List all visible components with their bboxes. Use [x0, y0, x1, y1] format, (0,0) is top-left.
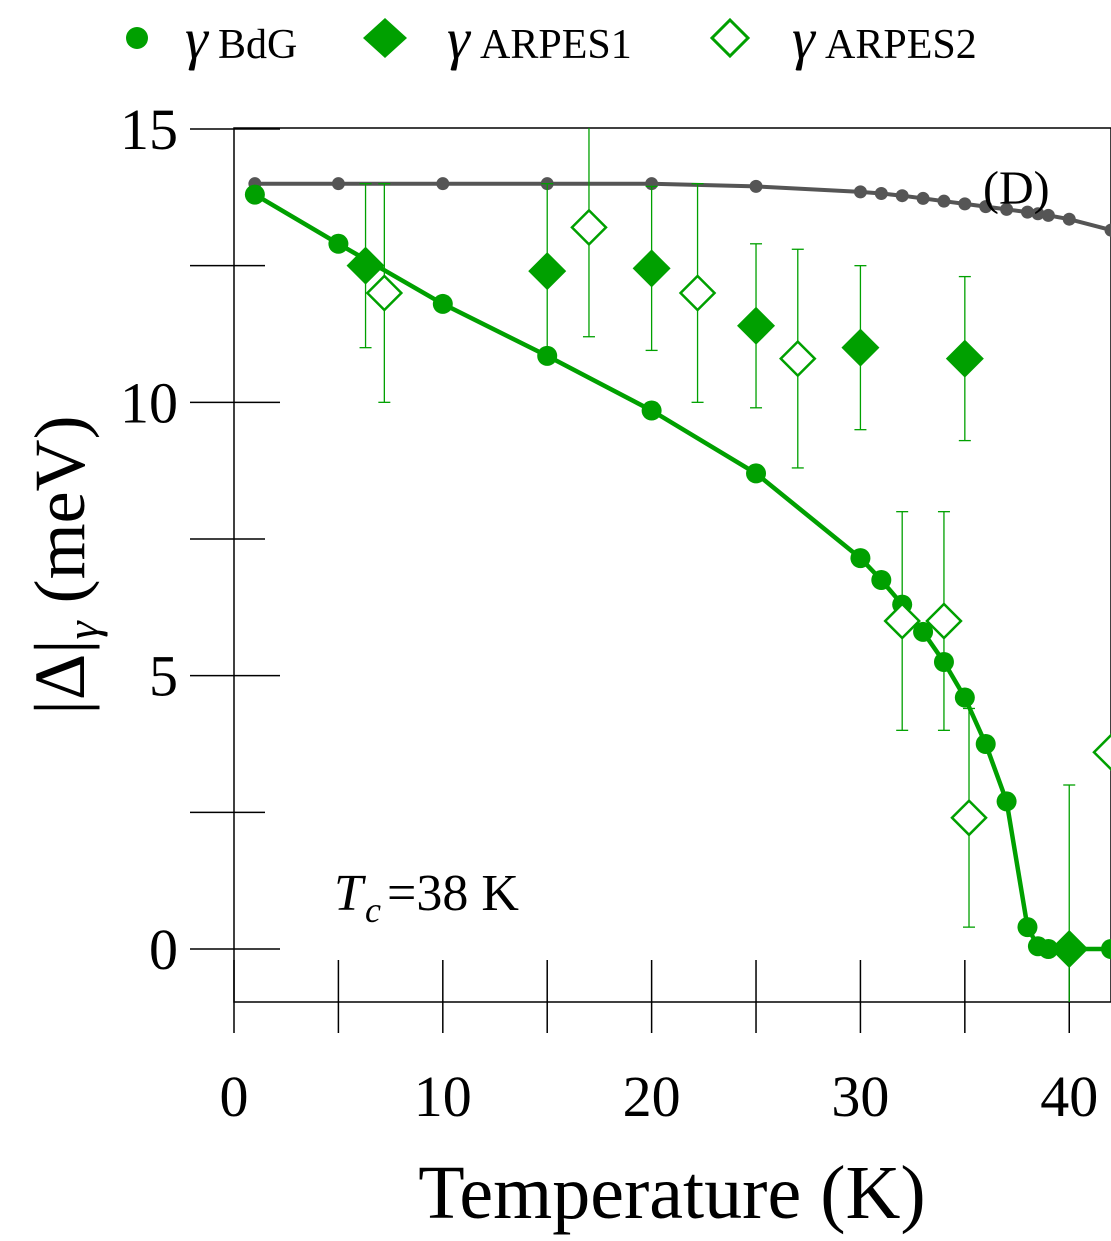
arpes2-point	[1092, 733, 1111, 771]
arpes1-point	[528, 252, 567, 291]
y-axis-label-prefix: |Δ|	[20, 639, 100, 714]
tc-annotation-prefix: T	[334, 865, 366, 922]
reference-point	[1062, 212, 1076, 226]
arpes2-point	[365, 274, 404, 312]
tc-annotation-sub: c	[365, 890, 381, 930]
legend-marker-arpes1	[363, 18, 407, 58]
y-tick-label: 0	[149, 917, 178, 982]
arpes2-point	[570, 208, 608, 247]
arpes1-point	[632, 249, 671, 288]
bdg-point	[244, 184, 265, 205]
reference-point	[331, 177, 345, 191]
legend-item-arpes2: γ ARPES2	[709, 6, 977, 71]
legend-label-arpes1-sub: ARPES1	[480, 22, 632, 68]
reference-point	[979, 200, 993, 214]
reference-point	[853, 185, 867, 199]
bdg-point	[641, 400, 662, 421]
legend-label-arpes1-prefix: γ	[447, 6, 472, 71]
bdg-point	[996, 791, 1017, 812]
bdg-point	[871, 570, 892, 590]
arpes1-point	[945, 339, 984, 378]
tick-labels: 0 5 10 15 0 10 20 30 40	[120, 97, 1098, 1129]
legend-marker-arpes2	[709, 17, 751, 59]
arpes1-point	[1050, 930, 1089, 968]
arpes2-point	[925, 602, 963, 640]
arpes1-point	[841, 328, 880, 367]
y-axis-label-sub: γ	[57, 619, 108, 639]
reference-point	[874, 187, 888, 201]
reference-point	[749, 179, 763, 193]
reference-point	[958, 197, 972, 211]
tc-annotation: T c =38 K	[334, 865, 519, 930]
y-tick-label: 15	[120, 97, 178, 162]
reference-point	[916, 191, 930, 205]
legend-label-bdg-prefix: γ	[185, 6, 210, 71]
bdg-point	[328, 233, 349, 254]
legend: γ BdG γ ARPES1 γ ARPES2	[126, 6, 977, 71]
y-axis-label-suffix: (meV)	[20, 415, 100, 621]
axis-ticks	[190, 128, 1070, 1033]
reference-point	[436, 177, 450, 191]
arpes2-point	[883, 602, 921, 640]
plot-frame	[233, 127, 1111, 1003]
x-axis-label: Temperature (K)	[418, 1151, 925, 1235]
reference-point	[895, 189, 909, 203]
tc-annotation-suffix: =38 K	[387, 865, 519, 922]
arpes1-point	[737, 306, 776, 345]
reference-point	[1020, 205, 1034, 219]
bdg-point	[1101, 939, 1111, 959]
reference-point	[1031, 207, 1045, 221]
legend-item-bdg: γ BdG	[126, 6, 297, 71]
bdg-point	[1038, 939, 1059, 959]
x-tick-label: 20	[623, 1064, 681, 1129]
plot-series	[244, 128, 1111, 1002]
bdg-point	[850, 548, 871, 569]
y-tick-label: 5	[149, 644, 178, 709]
bdg-point	[1017, 917, 1038, 938]
legend-label-bdg-sub: BdG	[218, 22, 297, 68]
x-tick-label: 10	[414, 1064, 472, 1129]
bdg-point	[954, 687, 975, 708]
y-tick-label: 10	[120, 370, 178, 435]
x-tick-label: 30	[831, 1064, 889, 1129]
arpes2-point	[950, 799, 988, 837]
reference-point	[1041, 208, 1055, 222]
x-tick-label: 40	[1040, 1064, 1098, 1129]
legend-marker-bdg	[126, 27, 148, 49]
x-tick-label: 0	[220, 1064, 249, 1129]
legend-item-arpes1: γ ARPES1	[363, 6, 632, 71]
legend-label-arpes2-prefix: γ	[792, 6, 817, 71]
y-axis-label: |Δ|γ (meV)	[20, 415, 108, 714]
bdg-point	[746, 463, 767, 484]
reference-point	[1104, 223, 1111, 237]
reference-point	[1000, 202, 1014, 216]
reference-point	[937, 194, 951, 208]
legend-label-arpes2-sub: ARPES2	[825, 22, 977, 68]
bdg-point	[432, 293, 453, 314]
y-axis-label-text: |Δ|γ (meV)	[20, 415, 108, 714]
arpes2-point	[779, 339, 817, 378]
arpes2-point	[678, 274, 717, 312]
panel-label: (D)	[983, 162, 1050, 215]
arpes1-point	[346, 246, 385, 285]
bdg-point	[975, 734, 996, 754]
bdg-point	[913, 621, 934, 642]
